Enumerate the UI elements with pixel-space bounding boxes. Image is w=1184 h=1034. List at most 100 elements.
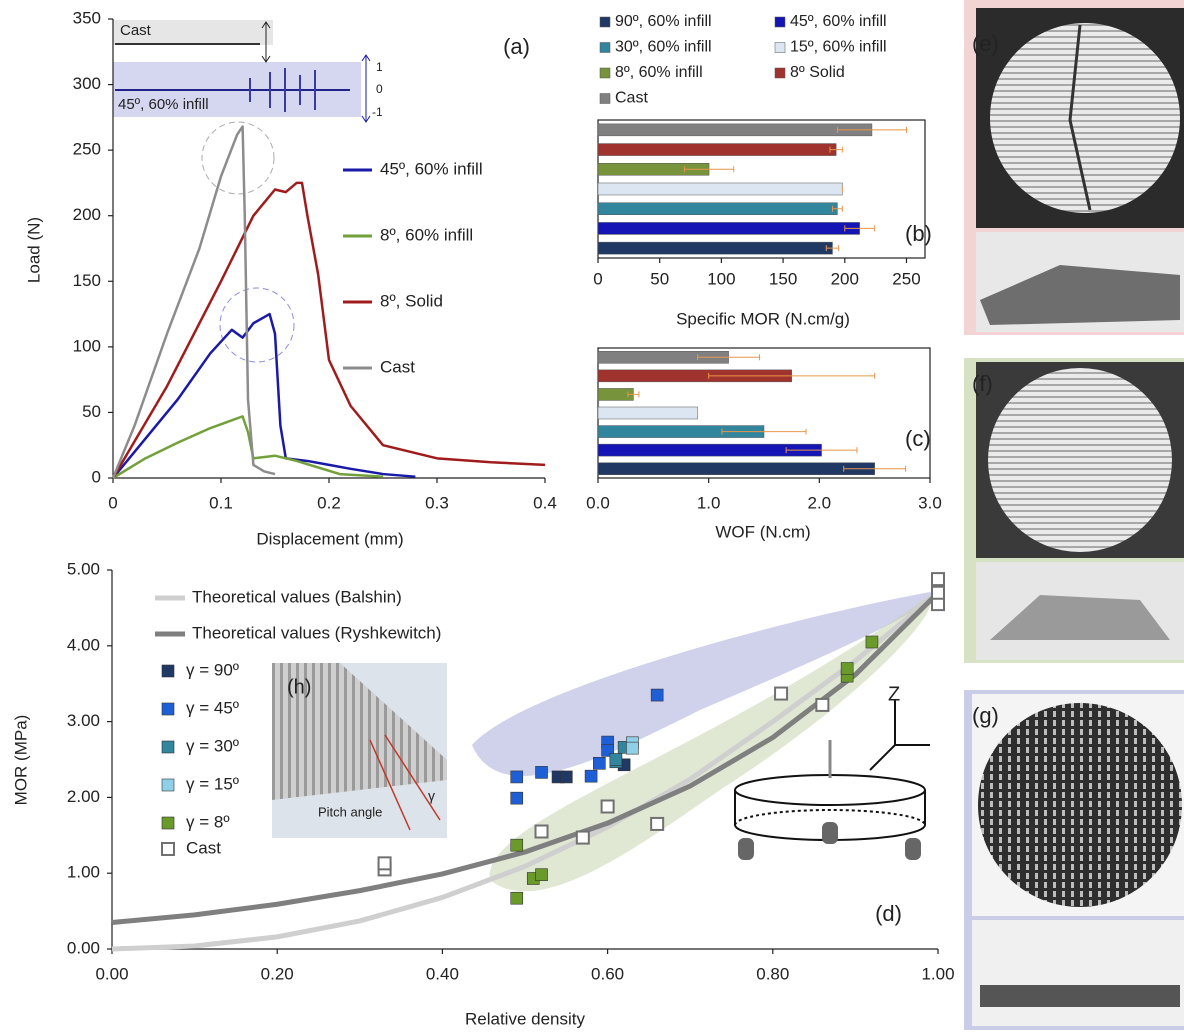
annotation: (h) — [287, 676, 311, 698]
bar — [598, 222, 860, 234]
data-point — [775, 688, 787, 700]
x-tick-label: 0.0 — [586, 493, 610, 512]
data-line — [113, 183, 545, 478]
x-tick-label: 0.40 — [426, 964, 459, 983]
legend-label: 45º, 60% infill — [790, 13, 887, 30]
y-tick-label: 4.00 — [67, 635, 100, 654]
x-tick-label: 200 — [831, 269, 859, 288]
legend-label: 8º, 60% infill — [615, 64, 703, 81]
data-point — [932, 598, 944, 610]
photo-f — [964, 358, 1184, 663]
data-point — [593, 757, 605, 769]
annotation: Pitch angle — [318, 804, 382, 819]
legend-label: 8º, 60% infill — [380, 225, 473, 244]
x-axis-label: Specific MOR (N.cm/g) — [676, 309, 850, 328]
x-tick-label: 0.3 — [425, 493, 449, 512]
annotation: 45º, 60% infill — [118, 96, 209, 113]
data-point — [816, 699, 828, 711]
bar — [598, 183, 842, 195]
bar — [598, 144, 836, 156]
legend-label: γ = 45º — [186, 698, 239, 717]
photo-g — [964, 690, 1184, 1030]
legend-label: Theoretical values (Ryshkewitch) — [192, 623, 441, 642]
legend-swatch — [162, 779, 174, 791]
x-axis-label: Displacement (mm) — [256, 529, 403, 548]
legend-swatch — [775, 43, 785, 53]
data-point — [841, 663, 853, 675]
x-axis-label: Relative density — [465, 1009, 586, 1028]
y-tick-label: 1.00 — [67, 863, 100, 882]
data-point — [511, 792, 523, 804]
legend-label: 8º Solid — [790, 64, 845, 81]
legend-label: γ = 8º — [186, 812, 230, 831]
data-point — [536, 869, 548, 881]
legend-label: 15º, 60% infill — [790, 39, 887, 56]
x-tick-label: 0 — [108, 493, 117, 512]
bar — [598, 407, 698, 419]
legend-swatch — [775, 68, 785, 78]
data-point — [651, 689, 663, 701]
legend-label: Cast — [380, 357, 415, 376]
y-tick-label: 350 — [73, 8, 101, 27]
y-tick-label: 50 — [82, 402, 101, 421]
inset-arrow — [362, 55, 370, 122]
x-tick-label: 1.00 — [921, 964, 954, 983]
x-tick-label: 1.0 — [697, 493, 721, 512]
y-axis-label: Load (N) — [24, 217, 43, 283]
bar — [598, 203, 837, 215]
annotation: 0 — [376, 82, 383, 96]
x-tick-label: 50 — [650, 269, 669, 288]
data-point — [932, 587, 944, 599]
x-tick-label: 0.1 — [209, 493, 233, 512]
legend-swatch — [600, 94, 610, 104]
annotation: 1 — [376, 60, 383, 74]
bar — [598, 242, 832, 254]
photo-label: (g) — [972, 703, 999, 728]
x-tick-label: 2.0 — [808, 493, 832, 512]
x-tick-label: 0.80 — [756, 964, 789, 983]
data-point — [932, 573, 944, 585]
data-point — [560, 771, 572, 783]
data-line — [113, 416, 383, 478]
legend-label: Cast — [615, 90, 648, 107]
legend-label: 90º, 60% infill — [615, 13, 712, 30]
x-tick-label: 150 — [769, 269, 797, 288]
annotation: Cast — [120, 22, 152, 39]
legend-label: Theoretical values (Balshin) — [192, 587, 402, 606]
x-tick-label: 100 — [707, 269, 735, 288]
data-point — [602, 800, 614, 812]
annotation: (c) — [905, 426, 931, 451]
x-tick-label: 0.2 — [317, 493, 341, 512]
highlight-circle — [220, 288, 294, 362]
bar — [598, 124, 872, 136]
legend-label: Cast — [186, 838, 221, 857]
fixture-supports — [738, 822, 921, 860]
y-axis-label: MOR (MPa) — [11, 715, 30, 806]
y-tick-label: 250 — [73, 140, 101, 159]
annotation: Z — [888, 683, 900, 705]
y-tick-label: 100 — [73, 336, 101, 355]
data-point — [511, 771, 523, 783]
legend-swatch — [600, 43, 610, 53]
legend-label: γ = 90º — [186, 660, 239, 679]
y-tick-label: 5.00 — [67, 559, 100, 578]
y-tick-label: 300 — [73, 74, 101, 93]
y-tick-label: 0.00 — [67, 938, 100, 957]
annotation: (b) — [905, 221, 932, 246]
bar — [598, 463, 875, 475]
x-tick-label: 0 — [593, 269, 602, 288]
legend-swatch — [162, 703, 174, 715]
legend-swatch — [600, 68, 610, 78]
annotation: (d) — [875, 901, 902, 926]
legend-swatch — [162, 817, 174, 829]
annotation: -1 — [372, 105, 383, 119]
y-tick-label: 2.00 — [67, 787, 100, 806]
data-point — [610, 754, 622, 766]
data-point — [866, 636, 878, 648]
x-tick-label: 0.20 — [261, 964, 294, 983]
data-point — [651, 818, 663, 830]
photo-label: (f) — [972, 371, 993, 396]
annotation: γ — [428, 788, 435, 804]
y-tick-label: 3.00 — [67, 711, 100, 730]
data-line — [113, 127, 275, 478]
